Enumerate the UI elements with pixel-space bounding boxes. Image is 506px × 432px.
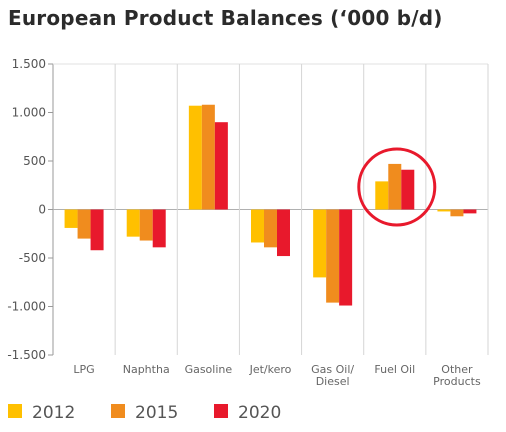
category-label: Diesel — [316, 375, 350, 388]
bar-2015-jet-kero — [264, 209, 277, 248]
bar-2012-lpg — [64, 209, 78, 228]
bar-2012-fuel-oil — [375, 181, 389, 210]
legend-swatch-2012 — [8, 404, 22, 418]
category-label: Other — [441, 363, 473, 376]
legend-label: 2020 — [238, 403, 281, 423]
chart-title: European Product Balances (‘000 b/d) — [8, 6, 443, 30]
bar-2015-lpg — [77, 209, 91, 239]
category-label: Products — [433, 375, 481, 388]
y-tick-label: -1.000 — [7, 300, 46, 314]
legend-swatch-2015 — [111, 404, 125, 418]
bar-2012-jet-kero — [251, 209, 264, 243]
category-label: Gasoline — [185, 363, 233, 376]
bar-2015-other-products — [450, 209, 464, 217]
y-tick-label: 1.500 — [12, 57, 46, 71]
legend-label: 2012 — [32, 403, 75, 423]
bar-2020-naphtha — [152, 209, 166, 248]
category-label: Gas Oil/ — [311, 363, 354, 376]
bar-2020-jet-kero — [277, 209, 290, 257]
bar-2015-naphtha — [139, 209, 153, 241]
bar-2020-lpg — [90, 209, 104, 251]
bar-2020-other-products — [463, 209, 477, 214]
bar-2020-gas-oil-diesel — [339, 209, 353, 306]
bar-2020-gasoline — [214, 122, 228, 210]
category-label: Naphtha — [123, 363, 170, 376]
category-label: Fuel Oil — [374, 363, 415, 376]
bar-2015-gas-oil-diesel — [326, 209, 340, 303]
highlight-circle-annotation — [357, 147, 437, 227]
bar-2012-gas-oil-diesel — [313, 209, 327, 278]
bar-2020-fuel-oil — [401, 169, 415, 210]
category-label: Jet/kero — [249, 363, 292, 376]
legend-swatch-2020 — [214, 404, 228, 418]
bar-2015-fuel-oil — [388, 163, 402, 210]
category-label: LPG — [73, 363, 94, 376]
y-tick-label: 500 — [23, 154, 46, 168]
bar-2015-gasoline — [201, 104, 215, 210]
bar-2012-other-products — [437, 209, 451, 212]
y-tick-label: 0 — [38, 203, 46, 217]
legend-label: 2015 — [135, 403, 178, 423]
y-tick-label: -500 — [19, 251, 46, 265]
bar-2012-gasoline — [188, 105, 202, 210]
y-tick-label: 1.000 — [12, 106, 46, 120]
y-tick-label: -1.500 — [7, 348, 46, 362]
bar-2012-naphtha — [126, 209, 140, 237]
